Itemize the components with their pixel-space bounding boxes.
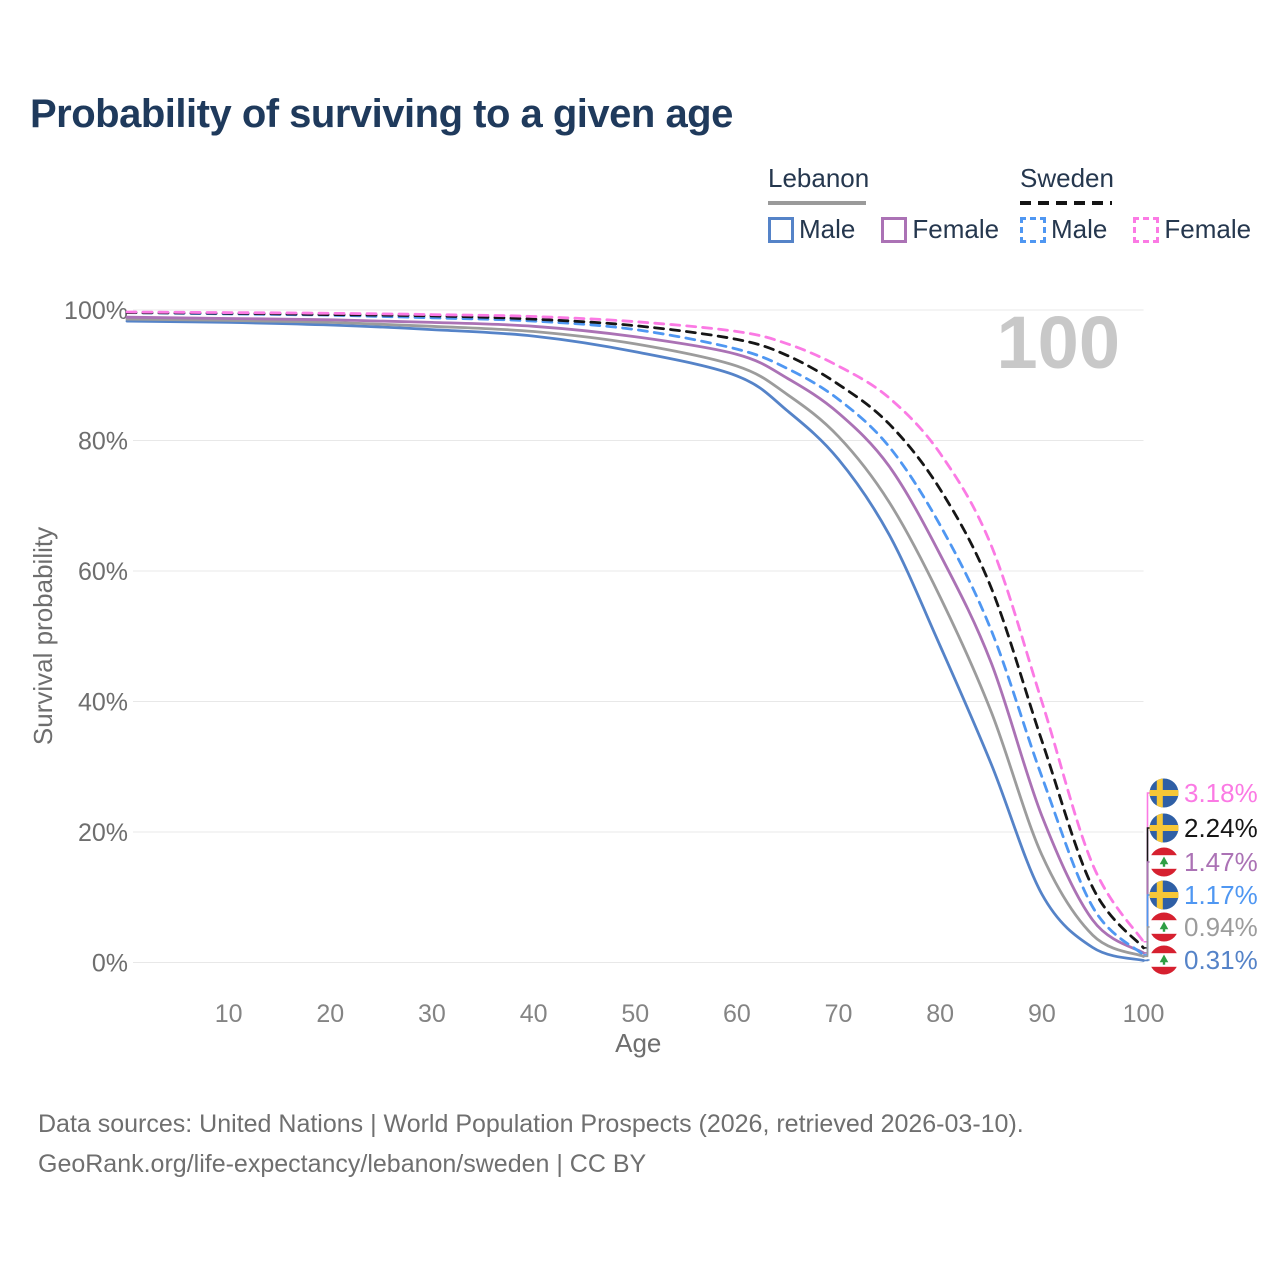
y-tick-label: 60% [78,558,128,586]
end-label-lebanon-female: 1.47% [1149,846,1258,878]
series-line[interactable] [125,311,1145,950]
legend-item-sweden-female[interactable]: Female [1133,214,1251,245]
y-tick-label: 40% [78,689,128,717]
y-axis-title: Survival probability [28,527,58,745]
sweden-flag-icon [1149,778,1179,808]
survival-chart[interactable]: 0% 20% 40% 60% 80% 100% 10 20 30 40 50 60 70 80 90 100 A… [0,0,1280,1080]
series-line[interactable] [125,319,1145,962]
y-tick-label: 0% [92,950,128,978]
attribution-note: GeoRank.org/life-expectancy/lebanon/swed… [38,1150,647,1178]
x-tick-label: 30 [418,1000,446,1028]
legend-country-label: Sweden [1020,163,1114,193]
end-value: 0.31% [1184,944,1258,975]
legend-item-lebanon-male[interactable]: Male [768,214,855,245]
series-line[interactable] [125,317,1145,958]
end-value: 0.94% [1184,911,1258,942]
legend-group-lebanon: Lebanon Male Female [768,163,999,245]
sweden-female-swatch [1133,216,1160,243]
sweden-flag-icon [1149,880,1179,910]
end-value: 1.47% [1184,846,1258,877]
lebanon-flag-icon [1149,945,1179,975]
legend-item-lebanon-female[interactable]: Female [881,214,999,245]
end-value: 1.17% [1184,879,1258,910]
end-value: 2.24% [1184,812,1258,843]
end-label-lebanon-male: 0.31% [1149,944,1258,976]
legend-item-label: Female [1164,214,1252,244]
x-tick-label: 90 [1028,1000,1056,1028]
x-tick-label: 10 [215,1000,243,1028]
lebanon-solid-line-sample [768,201,866,205]
legend-country-label: Lebanon [768,163,870,193]
end-label-lebanon-both: 0.94% [1149,911,1258,943]
legend-item-label: Female [912,214,1000,244]
x-tick-label: 70 [825,1000,853,1028]
x-tick-label: 80 [926,1000,954,1028]
legend-item-label: Male [1051,214,1108,244]
end-label-connector [1143,926,1151,958]
age-indicator: 100 [997,301,1120,384]
data-sources-note: Data sources: United Nations | World Pop… [38,1110,1024,1138]
end-label-sweden-female: 3.18% [1149,777,1258,809]
series-line[interactable] [125,311,1145,957]
y-tick-label: 80% [78,428,128,456]
end-label-connector [1143,894,1151,956]
lebanon-flag-icon [1149,912,1179,942]
y-tick-label: 20% [78,819,128,847]
sweden-male-swatch [1020,216,1046,243]
x-axis-title: Age [615,1028,661,1058]
lebanon-flag-icon [1149,847,1179,877]
x-tick-label: 50 [621,1000,649,1028]
x-tick-label: 100 [1123,1000,1165,1028]
x-tick-label: 20 [316,1000,344,1028]
legend-item-sweden-male[interactable]: Male [1020,214,1107,245]
x-tick-label: 60 [723,1000,751,1028]
sweden-flag-icon [1149,813,1179,843]
series-line[interactable] [125,315,1145,955]
end-label-sweden-male: 1.17% [1149,879,1258,911]
end-value: 3.18% [1184,777,1258,808]
end-label-sweden-both: 2.24% [1149,812,1258,844]
page-title: Probability of surviving to a given age [30,92,733,136]
x-tick-label: 40 [520,1000,548,1028]
series-line[interactable] [125,310,1145,944]
y-tick-label: 100% [64,297,128,325]
lebanon-female-swatch [881,216,908,243]
legend-group-sweden: Sweden Male Female [1020,163,1251,245]
sweden-dashed-line-sample [1020,201,1112,205]
lebanon-male-swatch [768,216,794,243]
legend-item-label: Male [799,214,856,244]
